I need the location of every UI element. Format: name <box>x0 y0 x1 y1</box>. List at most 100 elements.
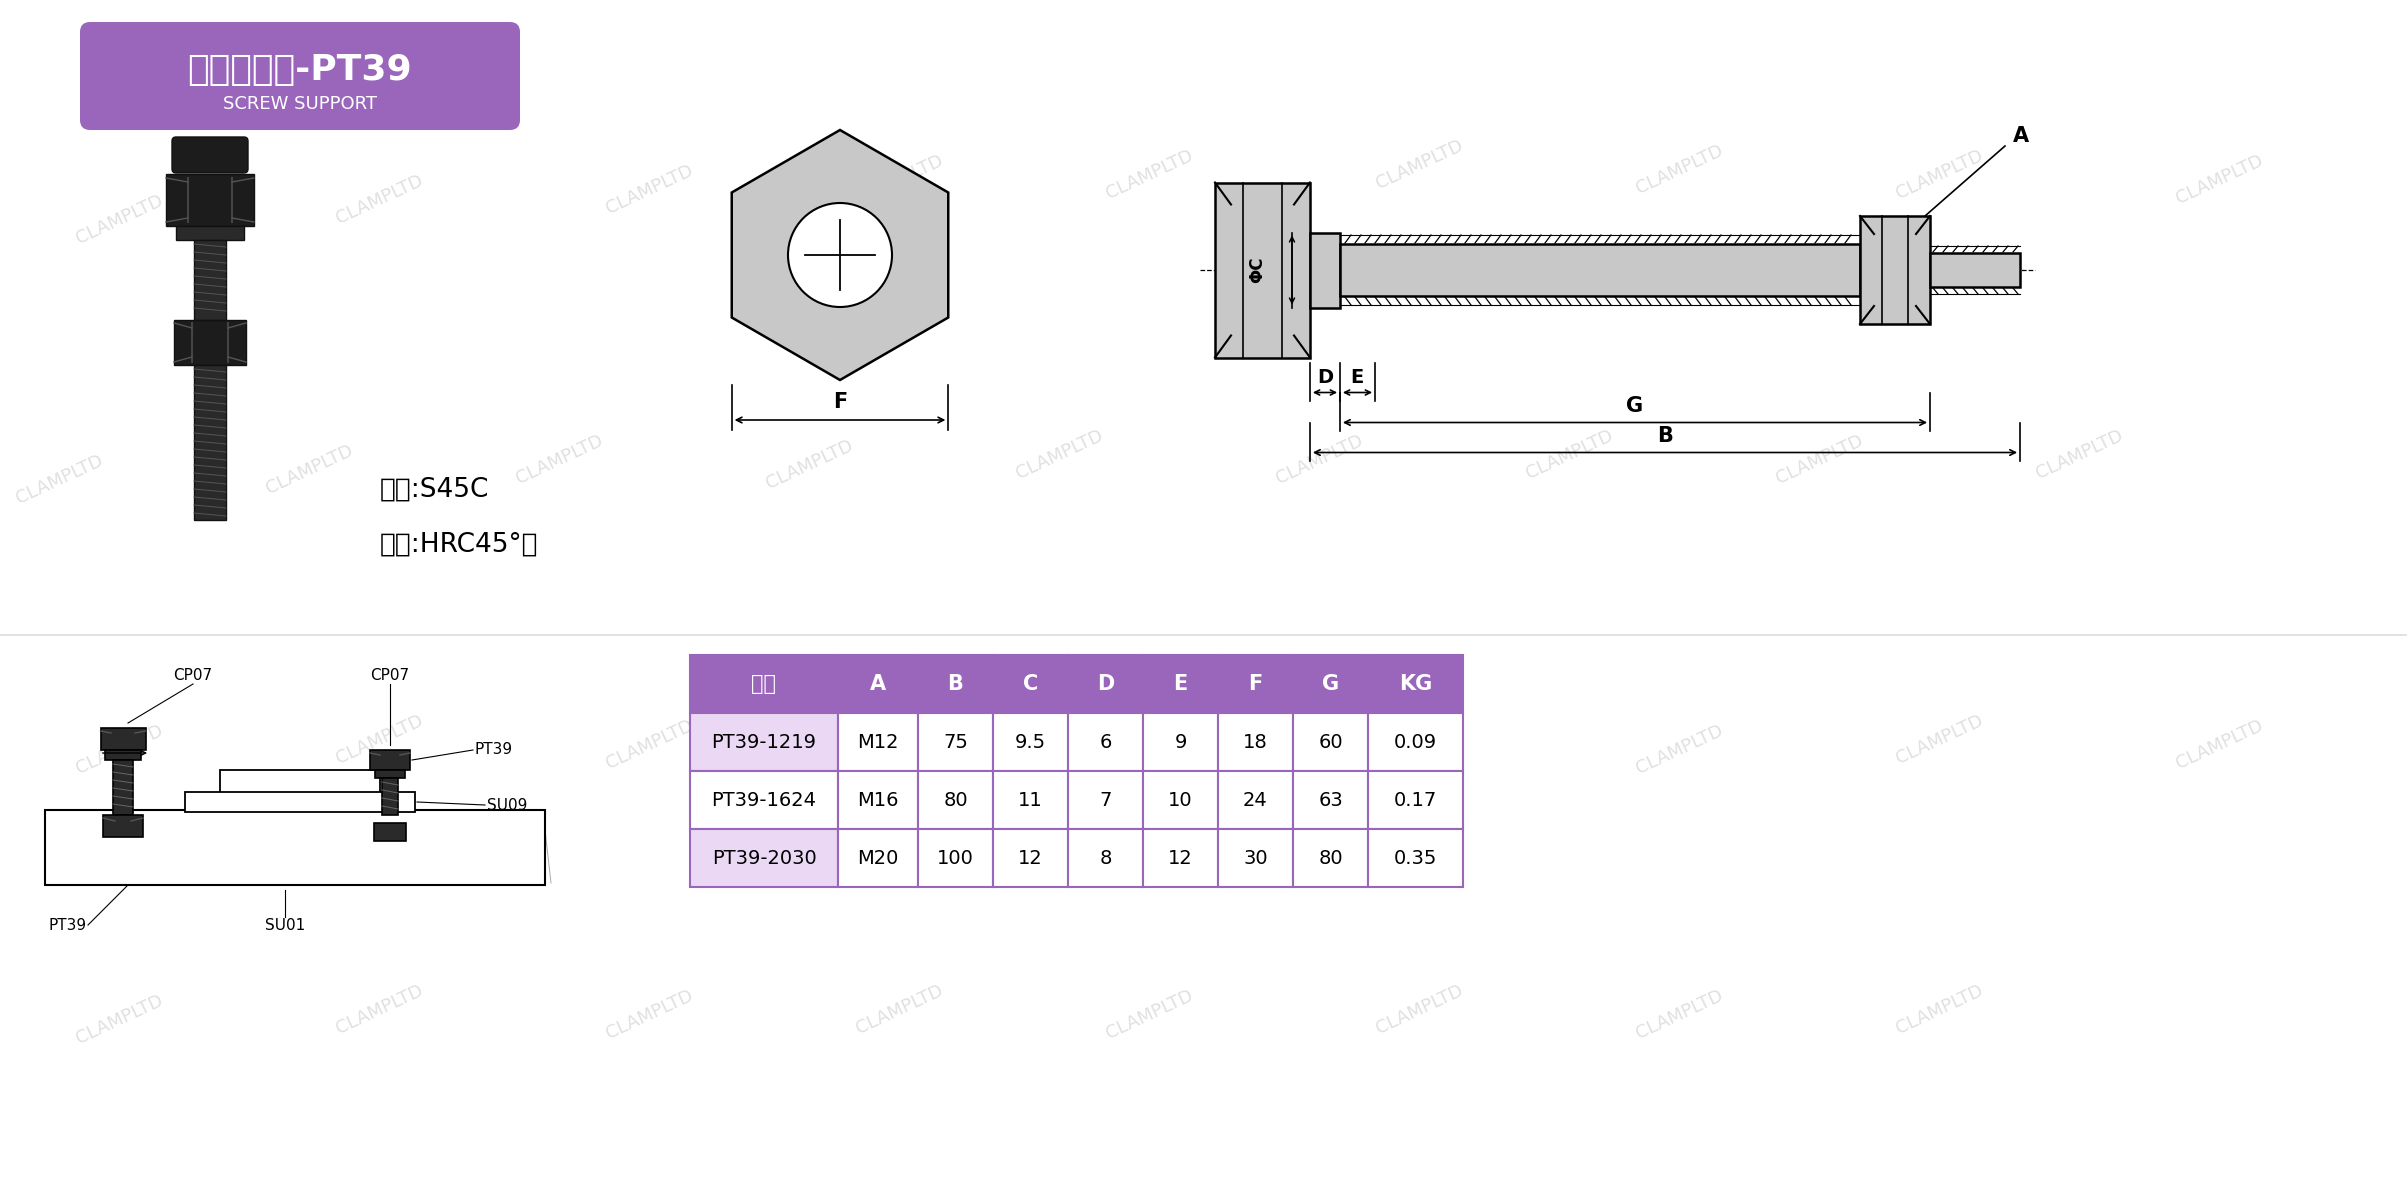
Text: CLAMPLTD: CLAMPLTD <box>1102 712 1196 768</box>
FancyBboxPatch shape <box>79 22 520 130</box>
Text: D: D <box>1317 368 1333 387</box>
Text: 18: 18 <box>1242 733 1268 752</box>
Text: F: F <box>1249 674 1264 694</box>
Bar <box>1367 655 1463 713</box>
Text: CLAMPLTD: CLAMPLTD <box>1102 987 1196 1043</box>
Text: KG: KG <box>1398 674 1432 694</box>
Bar <box>994 829 1069 887</box>
Bar <box>46 810 544 884</box>
Bar <box>838 655 917 713</box>
Bar <box>106 749 142 760</box>
Text: 型号: 型号 <box>751 674 777 694</box>
Text: 0.17: 0.17 <box>1394 791 1437 810</box>
Text: 螺杆支撑件-PT39: 螺杆支撑件-PT39 <box>188 53 412 86</box>
Text: CP07: CP07 <box>371 668 409 682</box>
Text: 材质:S45C: 材质:S45C <box>380 477 489 503</box>
Text: CLAMPLTD: CLAMPLTD <box>335 712 426 768</box>
Bar <box>166 174 255 226</box>
Text: A: A <box>869 674 886 694</box>
Bar <box>917 829 994 887</box>
Text: 6: 6 <box>1100 733 1112 752</box>
Text: CLAMPLTD: CLAMPLTD <box>1013 427 1107 483</box>
Text: CLAMPLTD: CLAMPLTD <box>763 437 857 493</box>
Bar <box>1218 771 1293 829</box>
Bar <box>691 771 838 829</box>
Text: PT39-2030: PT39-2030 <box>712 849 816 868</box>
Text: 8: 8 <box>1100 849 1112 868</box>
Bar <box>1367 713 1463 771</box>
Text: CLAMPLTD: CLAMPLTD <box>1894 982 1986 1038</box>
Text: 30: 30 <box>1242 849 1268 868</box>
Text: CLAMPLTD: CLAMPLTD <box>75 992 166 1048</box>
Bar <box>383 778 397 815</box>
Text: CLAMPLTD: CLAMPLTD <box>604 718 696 773</box>
Text: 12: 12 <box>1167 849 1194 868</box>
Text: CLAMPLTD: CLAMPLTD <box>604 987 696 1043</box>
Bar <box>1143 655 1218 713</box>
Text: CLAMPLTD: CLAMPLTD <box>1634 722 1726 778</box>
Text: CLAMPLTD: CLAMPLTD <box>2174 718 2267 773</box>
Text: G: G <box>1321 674 1338 694</box>
Bar <box>917 655 994 713</box>
Text: ΦC: ΦC <box>1247 257 1266 283</box>
Bar <box>1069 655 1143 713</box>
Bar <box>1218 829 1293 887</box>
Text: SCREW SUPPORT: SCREW SUPPORT <box>224 95 378 112</box>
Bar <box>1293 713 1367 771</box>
Bar <box>1367 829 1463 887</box>
Bar <box>371 749 409 770</box>
Text: 9: 9 <box>1175 733 1187 752</box>
Bar <box>1218 655 1293 713</box>
Text: CLAMPLTD: CLAMPLTD <box>1774 432 1865 488</box>
Text: CLAMPLTD: CLAMPLTD <box>854 982 946 1038</box>
Text: CLAMPLTD: CLAMPLTD <box>75 722 166 778</box>
Text: CLAMPLTD: CLAMPLTD <box>513 432 607 488</box>
Text: CLAMPLTD: CLAMPLTD <box>14 452 106 508</box>
Text: CLAMPLTD: CLAMPLTD <box>854 152 946 208</box>
Text: 9.5: 9.5 <box>1016 733 1047 752</box>
Bar <box>994 713 1069 771</box>
Text: F: F <box>833 392 847 412</box>
Text: 7: 7 <box>1100 791 1112 810</box>
Bar <box>373 823 407 841</box>
Bar <box>1069 713 1143 771</box>
Text: 100: 100 <box>936 849 975 868</box>
Bar <box>104 815 142 837</box>
Text: CLAMPLTD: CLAMPLTD <box>2174 152 2267 208</box>
Text: CLAMPLTD: CLAMPLTD <box>1374 137 1466 193</box>
Bar <box>1309 232 1341 308</box>
Text: 24: 24 <box>1242 791 1268 810</box>
Circle shape <box>787 202 893 307</box>
Bar <box>1143 829 1218 887</box>
Text: 0.35: 0.35 <box>1394 849 1437 868</box>
Text: CLAMPLTD: CLAMPLTD <box>2034 427 2125 483</box>
Text: 10: 10 <box>1167 791 1194 810</box>
Text: SU01: SU01 <box>265 918 306 933</box>
Bar <box>1367 771 1463 829</box>
Bar <box>994 655 1069 713</box>
Text: CLAMPLTD: CLAMPLTD <box>604 162 696 218</box>
Bar <box>994 771 1069 829</box>
Text: CLAMPLTD: CLAMPLTD <box>1894 712 1986 768</box>
Bar <box>691 713 838 771</box>
Text: D: D <box>1098 674 1114 694</box>
Text: CLAMPLTD: CLAMPLTD <box>1273 432 1367 488</box>
Text: PT39-1624: PT39-1624 <box>712 791 816 810</box>
Bar <box>195 240 226 320</box>
Text: CLAMPLTD: CLAMPLTD <box>1524 427 1618 483</box>
Text: B: B <box>1656 426 1673 446</box>
Text: C: C <box>1023 674 1037 694</box>
Bar <box>1930 253 2019 287</box>
Text: CLAMPLTD: CLAMPLTD <box>1634 987 1726 1043</box>
Text: 75: 75 <box>944 733 968 752</box>
Text: CLAMPLTD: CLAMPLTD <box>1374 982 1466 1038</box>
Text: 63: 63 <box>1319 791 1343 810</box>
Bar <box>195 365 226 520</box>
Text: B: B <box>948 674 963 694</box>
Bar <box>1293 655 1367 713</box>
Text: PT39: PT39 <box>48 918 87 933</box>
Bar <box>1341 244 1861 296</box>
Text: 硬度:HRC45°，: 硬度:HRC45°， <box>380 532 539 558</box>
Bar <box>1143 771 1218 829</box>
Bar <box>101 728 144 749</box>
